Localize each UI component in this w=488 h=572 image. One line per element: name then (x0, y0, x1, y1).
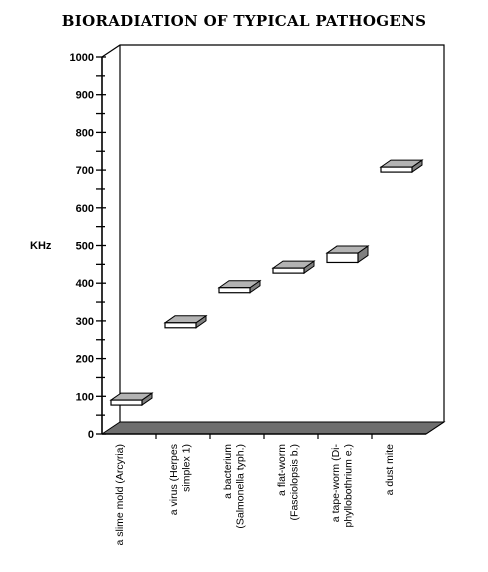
plot-walls (101, 44, 445, 422)
x-category-label: a dust mite (384, 444, 396, 496)
bar (217, 279, 262, 294)
category-text: a tape-worm (Di-phyllobothrium e.) (330, 444, 355, 528)
x-category-label: a tape-worm (Di-phyllobothrium e.) (330, 444, 355, 528)
x-category-label: a bacterium(Salmonella typh.) (222, 444, 247, 529)
y-tick-label: 300 (76, 316, 94, 328)
x-category-label: a flat-worm(Fasciolopsis b.) (276, 444, 301, 521)
category-text: a flat-worm(Fasciolopsis b.) (276, 444, 301, 521)
bar-front (380, 166, 413, 173)
floor (100, 421, 446, 435)
bar (325, 245, 370, 264)
back-wall-outline (101, 44, 445, 422)
floor-edge (425, 421, 445, 435)
y-tick-label: 100 (76, 391, 94, 403)
bar-front (218, 287, 251, 294)
y-tick-label: 200 (76, 354, 94, 366)
bar-front (326, 252, 359, 264)
chart-title: BIORADIATION OF TYPICAL PATHOGENS (62, 12, 426, 30)
y-tick-label: 900 (76, 90, 94, 102)
y-tick-label: 600 (76, 203, 94, 215)
y-tick-label: 400 (76, 278, 94, 290)
category-text: a bacterium(Salmonella typh.) (222, 444, 247, 529)
bar (271, 260, 316, 275)
y-axis-label: KHz (30, 240, 52, 252)
y-tick-label: 0 (88, 429, 94, 441)
x-category-label: a virus (Herpessimplex 1) (168, 444, 193, 515)
bar-front (272, 267, 305, 274)
y-axis: 0 100 200 300 400 500 600 700 800 900 1000 (70, 52, 106, 441)
y-tick-label: 800 (76, 127, 94, 139)
bar (109, 392, 154, 407)
category-text: a virus (Herpessimplex 1) (168, 444, 193, 515)
category-text: a slime mold (Arcyria) (114, 444, 126, 546)
bar (379, 159, 424, 174)
bar-front (164, 322, 197, 329)
bar-front (110, 399, 143, 406)
x-category-label: a slime mold (Arcyria) (114, 444, 126, 546)
plot-floor (100, 421, 446, 435)
y-tick-label: 1000 (70, 52, 94, 64)
bars (109, 159, 424, 407)
category-text: a dust mite (384, 444, 396, 496)
y-tick-label: 500 (76, 241, 94, 253)
bar (163, 314, 208, 329)
y-tick-label: 700 (76, 165, 94, 177)
x-axis: a slime mold (Arcyria) a virus (Herpessim… (114, 434, 396, 546)
